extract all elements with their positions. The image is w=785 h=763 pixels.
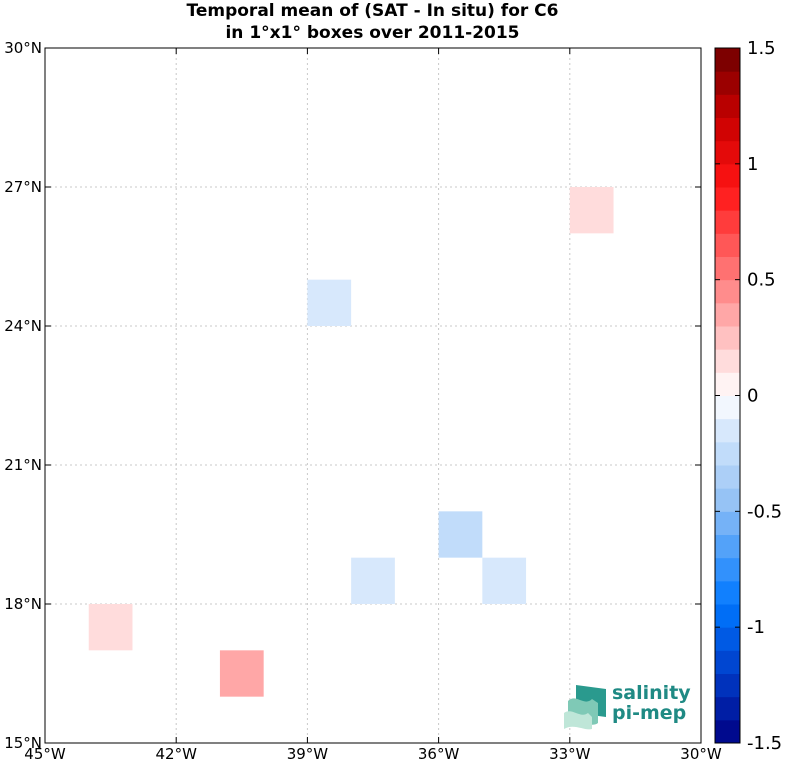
colorbar-segment [715,673,740,698]
data-cell [219,650,264,697]
logo-line-1: salinity [612,682,691,704]
chart-title: Temporal mean of (SAT - In situ) for C6 [186,1,559,21]
colorbar-segment [715,71,740,95]
x-tick-label: 42°W [155,745,197,763]
colorbar-segment [715,163,740,188]
plot-frame [44,47,702,744]
colorbar-segment [715,696,740,721]
salinity-pi-mep-logo: salinity pi-mep [562,683,702,733]
chart-subtitle: in 1°x1° boxes over 2011-2015 [225,23,520,43]
logo-line-2: pi-mep [612,702,687,724]
x-tick-label: 30°W [680,745,722,763]
colorbar-segment [715,580,740,605]
data-cell [307,279,352,326]
colorbar-segment [715,279,740,304]
colorbar-segment [715,187,740,211]
colorbar-tick-label: 1 [747,154,758,175]
colorbar-segment [715,418,740,443]
data-cell [351,557,395,604]
x-tick-label: 36°W [418,745,460,763]
colorbar-tick-label: -1.5 [747,733,782,754]
colorbar-segment [715,349,740,373]
colorbar-tick-label: -0.5 [747,501,782,522]
y-tick-label: 30°N [4,39,42,57]
grid-lines [44,47,702,744]
data-cell [569,187,614,234]
x-tick-label: 45°W [24,745,66,763]
y-tick-label: 27°N [4,178,42,196]
colorbar-segment [715,511,740,535]
colorbar-segment [715,441,740,466]
colorbar-segment [715,372,740,396]
colorbar-segment [715,326,740,350]
data-cells [88,187,614,697]
colorbar-tick-label: 1.5 [747,38,776,59]
colorbar-segment [715,140,740,165]
colorbar-segment [715,256,740,281]
colorbar-segment [715,604,740,628]
x-tick-label: 33°W [549,745,591,763]
colorbar-segment [715,48,740,72]
colorbar-segment [715,210,740,234]
wave-icon [564,685,606,730]
colorbar-segment [715,302,740,327]
colorbar-tick-label: 0.5 [747,270,776,291]
colorbar-segment [715,94,740,118]
colorbar-segment [715,627,740,651]
axis-ticks: 45°W 42°W 39°W 36°W 33°W 30°W 15°N 18°N 21°N 24°N… [4,39,722,763]
y-tick-label: 18°N [4,595,42,613]
colorbar-tick-label: 0 [747,386,758,407]
colorbar-segment [715,465,740,489]
colorbar-tick-label: -1 [747,617,765,638]
colorbar-segment [715,488,740,512]
y-tick-label: 24°N [4,317,42,335]
data-cell [482,557,527,604]
x-tick-label: 39°W [287,745,329,763]
y-tick-label: 15°N [4,734,42,752]
data-cell [438,511,483,558]
colorbar-segment [715,650,740,674]
colorbar-segment [715,534,740,559]
colorbar-segment [715,557,740,582]
colorbar-segment [715,395,740,420]
colorbar-segment [715,719,740,744]
colorbar: 1.5 1 0.5 0 -0.5 -1 -1.5 [714,38,782,754]
colorbar-segment [715,117,740,142]
data-cell [88,604,133,651]
y-tick-label: 21°N [4,456,42,474]
colorbar-segment [715,233,740,257]
